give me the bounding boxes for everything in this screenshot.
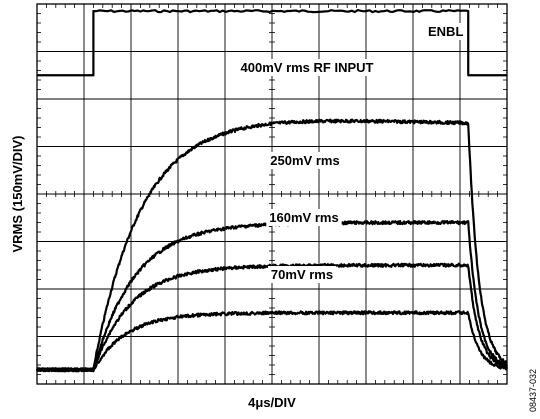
series-trace xyxy=(36,310,509,373)
enbl-trace xyxy=(37,9,507,77)
series-label-70mv: 70mV rms xyxy=(271,267,333,282)
series-label-250mv: 250mV rms xyxy=(270,153,339,168)
enbl-label-bg xyxy=(425,23,467,40)
series-trace xyxy=(35,118,508,373)
series-label-bg xyxy=(266,209,342,226)
series-label-160mv: 160mV rms xyxy=(269,210,338,225)
series-label-bg xyxy=(267,152,343,169)
y-axis-label: VRMS (150mV/DIV) xyxy=(10,135,25,252)
figure-id: 08437-032 xyxy=(528,369,538,412)
series-label-bg xyxy=(237,59,377,76)
series-label-400mv: 400mV rms RF INPUT xyxy=(241,60,374,75)
x-axis-label: 4μs/DIV xyxy=(248,395,296,410)
enbl-label: ENBL xyxy=(428,24,463,39)
labels: ENBL 400mV rms RF INPUT 250mV rms 160mV … xyxy=(237,23,467,283)
plot-frame xyxy=(36,3,508,385)
series-label-bg xyxy=(267,266,337,283)
